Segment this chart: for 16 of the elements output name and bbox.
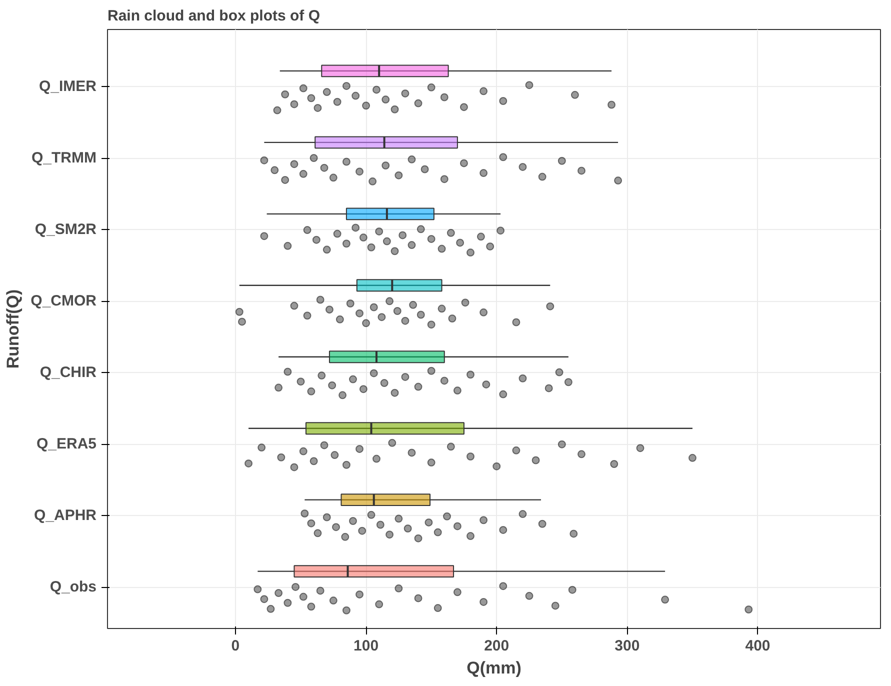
x-tick-label: 400	[745, 638, 770, 654]
y-tick-label: Q_IMER	[38, 78, 97, 96]
x-tick-label: 200	[484, 638, 510, 654]
y-tick-label: Q_obs	[50, 578, 97, 596]
y-tick-label: Q_CHIR	[40, 364, 97, 382]
x-tick-label: 100	[354, 638, 379, 654]
y-tick-label: Q_APHR	[34, 507, 97, 524]
y-tick-label: Q_CMOR	[30, 292, 97, 310]
y-tick-label: Q_TRMM	[32, 150, 97, 167]
chart-title: Rain cloud and box plots of Q	[108, 8, 320, 24]
y-tick-label: Q_ERA5	[36, 436, 97, 453]
y-axis-title: Runoff(Q)	[4, 289, 23, 369]
x-axis-title: Q(mm)	[466, 658, 522, 678]
y-tick-label: Q_SM2R	[34, 221, 97, 238]
x-tick-label: 0	[231, 638, 240, 654]
x-tick-label: 300	[614, 638, 640, 654]
